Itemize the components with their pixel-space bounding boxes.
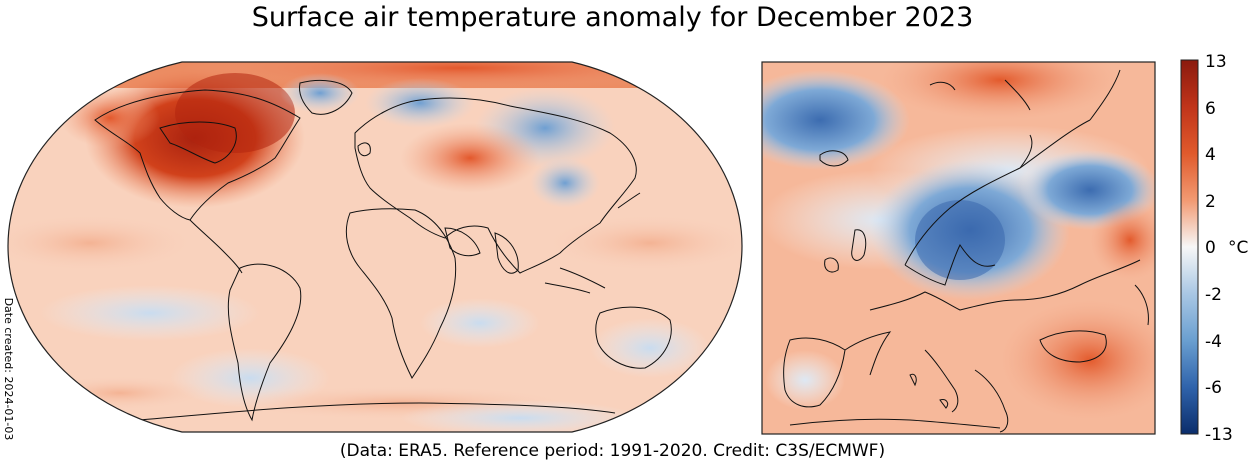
world-map [7, 61, 743, 433]
colorbar-tick: -4 [1205, 332, 1222, 352]
colorbar-tick: -2 [1205, 285, 1222, 305]
colorbar-unit: °C [1228, 238, 1249, 258]
colorbar-tick: -6 [1205, 378, 1222, 398]
page-title: Surface air temperature anomaly for Dece… [251, 2, 974, 33]
colorbar-tick: 0 [1205, 238, 1216, 258]
colorbar [1180, 59, 1199, 435]
colorbar-tick: 4 [1205, 145, 1216, 165]
colorbar-tick: -13 [1205, 425, 1233, 445]
colorbar-tick: 13 [1205, 52, 1227, 72]
colorbar-tick: 2 [1205, 192, 1216, 212]
colorbar-tick: 6 [1205, 99, 1216, 119]
data-credit: (Data: ERA5. Reference period: 1991-2020… [339, 441, 886, 461]
europe-map [761, 61, 1156, 435]
